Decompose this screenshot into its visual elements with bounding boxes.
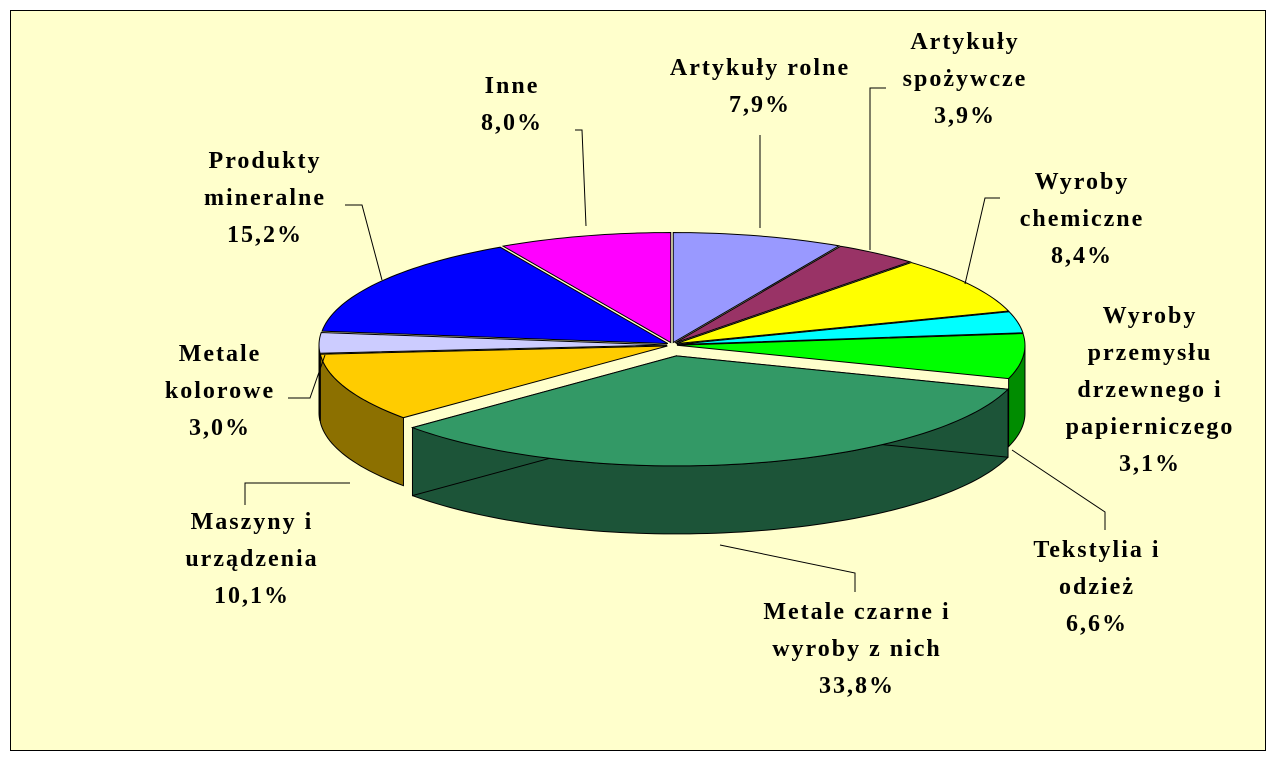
slice bbox=[676, 333, 1026, 380]
slice bbox=[674, 245, 912, 344]
slice-label: Metale czarne i wyroby z nich 33,8% bbox=[722, 594, 992, 705]
leader-line bbox=[719, 544, 856, 592]
slice bbox=[319, 345, 668, 419]
value-label: 6,6% bbox=[1066, 611, 1128, 637]
leader-line bbox=[1011, 449, 1106, 530]
slice-label: Wyroby przemysłu drzewnego i papiernicze… bbox=[1045, 298, 1255, 483]
category-name: Tekstylia i odzież bbox=[1033, 537, 1161, 600]
value-label: 7,9% bbox=[729, 92, 791, 118]
category-name: Artykuły spożywcze bbox=[902, 29, 1028, 92]
leader-line bbox=[244, 482, 350, 505]
slice bbox=[318, 332, 668, 354]
leader-line bbox=[869, 87, 886, 250]
slice-label: Tekstylia i odzież 6,6% bbox=[1017, 532, 1177, 643]
value-label: 15,2% bbox=[227, 222, 303, 248]
category-name: Metale kolorowe bbox=[164, 341, 276, 404]
category-name: Inne bbox=[484, 73, 540, 99]
slice bbox=[676, 311, 1024, 345]
slice-label: Produkty mineralne 15,2% bbox=[180, 143, 350, 254]
slice-label: Inne 8,0% bbox=[462, 68, 562, 142]
slice-label: Maszyny i urządzenia 10,1% bbox=[157, 504, 347, 615]
category-name: Metale czarne i wyroby z nich bbox=[763, 599, 951, 662]
value-label: 10,1% bbox=[214, 583, 290, 609]
category-name: Produkty mineralne bbox=[204, 148, 326, 211]
category-name: Artykuły rolne bbox=[669, 55, 851, 81]
value-label: 3,1% bbox=[1119, 451, 1181, 477]
value-label: 33,8% bbox=[819, 673, 895, 699]
slice-label: Wyroby chemiczne 8,4% bbox=[1002, 164, 1162, 275]
category-name: Maszyny i urządzenia bbox=[185, 509, 319, 572]
slice bbox=[501, 232, 672, 344]
value-label: 3,0% bbox=[189, 415, 251, 441]
slice-label: Artykuły spożywcze 3,9% bbox=[890, 24, 1040, 135]
slice-label: Metale kolorowe 3,0% bbox=[145, 336, 295, 447]
leader-line bbox=[575, 129, 587, 227]
slice-label: Artykuły rolne 7,9% bbox=[635, 50, 885, 124]
leader-line bbox=[288, 354, 326, 399]
value-label: 8,0% bbox=[481, 110, 543, 136]
category-name: Wyroby chemiczne bbox=[1019, 169, 1145, 232]
leader-line bbox=[964, 197, 1000, 285]
value-label: 3,9% bbox=[934, 103, 996, 129]
slice bbox=[676, 261, 1010, 345]
value-label: 8,4% bbox=[1051, 243, 1113, 269]
slice-side bbox=[318, 344, 321, 422]
leader-line bbox=[345, 204, 383, 281]
slice bbox=[321, 246, 669, 345]
slice bbox=[672, 232, 841, 344]
slice bbox=[410, 355, 1010, 467]
category-name: Wyroby przemysłu drzewnego i papiernicze… bbox=[1065, 303, 1235, 440]
